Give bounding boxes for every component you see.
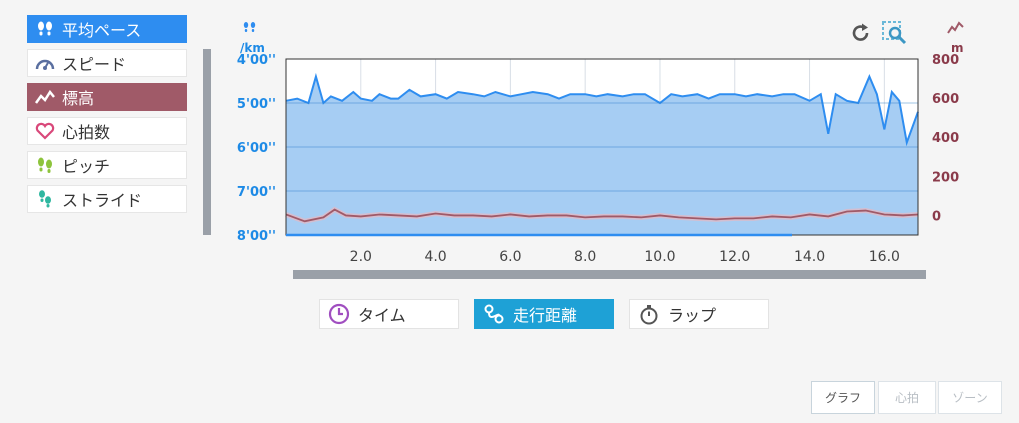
tab-heart-rate-label: 心拍: [894, 391, 919, 405]
metric-speed[interactable]: スピード: [27, 49, 187, 77]
metric-heart-rate-label: 心拍数: [62, 123, 111, 142]
metric-stride-label: ストライド: [62, 191, 143, 210]
chart-horizontal-scrollbar[interactable]: [293, 270, 926, 279]
elevation-axis-icon: [947, 21, 964, 34]
reset-icon[interactable]: [849, 21, 873, 45]
right-tick-label: 0: [932, 209, 941, 224]
x-tick-label: 16.0: [869, 249, 900, 265]
x-axis-ticks: 2.0 4.0 6.0 8.0 10.0 12.0 14.0 16.0: [350, 249, 900, 265]
stride-footprints-icon: [32, 189, 58, 209]
left-axis-unit: /km: [240, 41, 265, 55]
xmode-lap-button[interactable]: ラップ: [629, 299, 769, 329]
metric-heart-rate[interactable]: 心拍数: [27, 117, 187, 145]
left-tick-label: 4'00'': [237, 53, 276, 68]
series-layer: [285, 72, 919, 235]
right-tick-label: 800: [932, 53, 959, 68]
metric-scrollbar[interactable]: [203, 49, 211, 235]
right-tick-label: 400: [932, 131, 959, 146]
xmode-distance-label: 走行距離: [513, 306, 578, 325]
tab-graph-label: グラフ: [824, 391, 861, 405]
left-tick-label: 8'00'': [237, 229, 276, 244]
metric-pitch-label: ピッチ: [62, 157, 111, 176]
pace-area: [286, 76, 918, 235]
x-tick-label: 14.0: [794, 249, 825, 265]
metric-pace[interactable]: 平均ペース: [27, 15, 187, 43]
speedometer-icon: [32, 53, 58, 73]
horizontal-gridlines: [286, 102, 918, 192]
elevation-icon: [32, 87, 58, 107]
metric-elevation-label: 標高: [62, 89, 95, 108]
metric-elevation[interactable]: 標高: [27, 83, 187, 111]
heart-icon: [32, 121, 58, 141]
tab-heart-rate[interactable]: 心拍: [878, 381, 936, 414]
stopwatch-icon: [638, 303, 660, 325]
metric-pace-label: 平均ペース: [62, 21, 142, 40]
pitch-footprints-icon: [32, 155, 58, 175]
route-icon: [483, 303, 505, 325]
left-axis-ticks: 4'00'' 5'00'' 6'00'' 7'00'' 8'00'': [237, 53, 276, 244]
right-axis-ticks: 800 600 400 200 0: [932, 53, 959, 224]
x-tick-label: 10.0: [644, 249, 675, 265]
pace-elevation-chart[interactable]: /km m 4'00'' 5'00'' 6'00'' 7'00'' 8'00'' 800…: [0, 0, 1019, 270]
right-tick-label: 600: [932, 92, 959, 107]
x-tick-label: 2.0: [350, 249, 372, 265]
metric-speed-label: スピード: [62, 55, 127, 74]
pace-axis-icon: [243, 22, 256, 32]
metric-stride[interactable]: ストライド: [27, 185, 187, 213]
zoom-icon[interactable]: [881, 20, 909, 46]
footprints-icon: [32, 19, 58, 39]
right-tick-label: 200: [932, 170, 959, 185]
metric-pitch[interactable]: ピッチ: [27, 151, 187, 179]
xmode-time-label: タイム: [358, 306, 406, 325]
xmode-time-button[interactable]: タイム: [319, 299, 459, 329]
clock-icon: [328, 303, 350, 325]
right-axis-unit: m: [951, 41, 964, 55]
tab-zone[interactable]: ゾーン: [938, 381, 1002, 414]
left-tick-label: 7'00'': [237, 185, 276, 200]
xmode-lap-label: ラップ: [668, 306, 717, 325]
x-tick-label: 6.0: [499, 249, 521, 265]
x-tick-label: 4.0: [424, 249, 446, 265]
tab-zone-label: ゾーン: [952, 391, 988, 405]
pace-line: [285, 72, 919, 147]
x-tick-label: 12.0: [719, 249, 750, 265]
elevation-line: [285, 208, 919, 223]
x-tick-label: 8.0: [574, 249, 596, 265]
left-tick-label: 6'00'': [237, 141, 276, 156]
left-tick-label: 5'00'': [237, 97, 276, 112]
tab-graph[interactable]: グラフ: [811, 381, 875, 414]
xmode-distance-button[interactable]: 走行距離: [474, 299, 614, 329]
